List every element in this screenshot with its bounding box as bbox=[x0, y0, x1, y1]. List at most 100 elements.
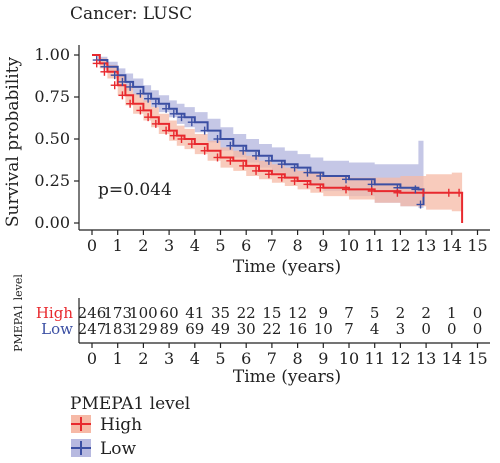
legend-label-low: Low bbox=[100, 439, 137, 459]
censor-mark-low bbox=[277, 160, 286, 169]
risk-count-high: 173 bbox=[103, 304, 132, 322]
risk-count-high: 2 bbox=[421, 304, 431, 322]
censor-mark-high bbox=[213, 153, 222, 162]
censor-mark-high bbox=[144, 113, 153, 122]
risk-table-ylabel: PMEPA1 level bbox=[12, 274, 25, 352]
x-tick-label: 6 bbox=[241, 236, 251, 255]
censor-mark-low bbox=[110, 71, 119, 80]
risk-x-tick-label: 11 bbox=[365, 349, 385, 368]
risk-count-low: 0 bbox=[447, 320, 457, 338]
censor-mark-low bbox=[213, 135, 222, 143]
risk-count-low: 0 bbox=[421, 320, 431, 338]
censor-mark-high bbox=[444, 188, 453, 197]
x-tick-label: 2 bbox=[138, 236, 148, 255]
censor-mark-high bbox=[169, 131, 178, 140]
risk-count-high: 22 bbox=[237, 304, 256, 322]
risk-x-tick-label: 3 bbox=[164, 349, 174, 368]
risk-count-low: 3 bbox=[396, 320, 406, 338]
censor-mark-high bbox=[277, 173, 286, 182]
risk-count-high: 15 bbox=[262, 304, 281, 322]
risk-count-high: 246 bbox=[78, 304, 107, 322]
ci-band-low bbox=[92, 55, 424, 208]
x-tick-label: 15 bbox=[467, 236, 487, 255]
risk-x-tick-label: 14 bbox=[442, 349, 462, 368]
censor-mark-high bbox=[162, 126, 171, 135]
censor-mark-high bbox=[136, 106, 145, 115]
x-tick-label: 13 bbox=[416, 236, 436, 255]
x-tick-label: 9 bbox=[318, 236, 328, 255]
censor-mark-high bbox=[367, 187, 376, 196]
risk-x-axis-label: Time (years) bbox=[233, 367, 341, 387]
censor-mark-low bbox=[126, 82, 135, 91]
censor-mark-high bbox=[118, 91, 127, 100]
risk-x-tick-label: 5 bbox=[215, 349, 225, 368]
risk-count-high: 35 bbox=[211, 304, 230, 322]
censor-mark-high bbox=[419, 188, 428, 197]
censor-mark-high bbox=[239, 161, 248, 170]
risk-count-low: 49 bbox=[211, 320, 230, 338]
censor-mark-high bbox=[226, 156, 235, 165]
censor-mark-high bbox=[110, 81, 119, 90]
censor-mark-high bbox=[100, 67, 109, 76]
risk-count-low: 4 bbox=[370, 320, 380, 338]
censor-mark-high bbox=[126, 99, 135, 108]
censor-mark-low bbox=[316, 171, 325, 180]
censor-mark-low bbox=[187, 118, 196, 127]
risk-count-low: 16 bbox=[288, 320, 307, 338]
p-value: p=0.044 bbox=[98, 180, 172, 200]
risk-count-low: 30 bbox=[237, 320, 256, 338]
censor-mark-low bbox=[416, 200, 425, 209]
risk-count-low: 10 bbox=[314, 320, 333, 338]
risk-count-high: 0 bbox=[473, 304, 483, 322]
risk-x-tick-label: 0 bbox=[87, 349, 97, 368]
risk-count-high: 1 bbox=[447, 304, 457, 322]
risk-count-high: 100 bbox=[129, 304, 158, 322]
censor-mark-high bbox=[342, 185, 350, 194]
survival-plot: 0.000.250.500.751.00 0 1 2 3 4 5 6 7 8 9 10 11 12 13 1… bbox=[3, 45, 490, 277]
risk-x-tick-label: 7 bbox=[267, 349, 277, 368]
censor-mark-low bbox=[151, 99, 160, 108]
risk-count-high: 12 bbox=[288, 304, 307, 322]
x-tick-label: 3 bbox=[164, 236, 174, 255]
censor-mark-low bbox=[264, 156, 273, 165]
censor-mark-low bbox=[252, 151, 261, 160]
y-tick-label: 0.00 bbox=[34, 213, 70, 232]
x-ticks: 0 1 2 3 4 5 6 7 8 9 10 11 12 13 14 15 bbox=[87, 230, 488, 255]
censor-mark-low bbox=[144, 94, 153, 103]
legend-item-high: High bbox=[71, 415, 142, 435]
censor-mark-high bbox=[316, 183, 325, 192]
risk-x-tick-label: 1 bbox=[113, 349, 123, 368]
risk-count-low: 89 bbox=[160, 320, 179, 338]
censor-mark-low bbox=[177, 113, 186, 122]
x-tick-label: 0 bbox=[87, 236, 97, 255]
x-tick-label: 7 bbox=[267, 236, 277, 255]
risk-x-tick-label: 6 bbox=[241, 349, 251, 368]
risk-count-high: 5 bbox=[370, 304, 380, 322]
risk-x-tick-label: 10 bbox=[339, 349, 359, 368]
y-tick-label: 0.75 bbox=[34, 87, 70, 106]
censor-mark-high bbox=[151, 119, 160, 128]
risk-x-tick-label: 15 bbox=[467, 349, 487, 368]
risk-row-label-high: High bbox=[36, 304, 73, 322]
censor-mark-high bbox=[455, 188, 464, 197]
censor-mark-high bbox=[264, 170, 273, 179]
curve-low bbox=[92, 54, 425, 205]
risk-count-high: 7 bbox=[344, 304, 354, 322]
risk-row-label-low: Low bbox=[41, 320, 73, 338]
censor-mark-low bbox=[342, 175, 350, 184]
risk-count-low: 0 bbox=[473, 320, 483, 338]
legend-item-low: Low bbox=[71, 439, 137, 459]
survival-curves bbox=[92, 54, 464, 223]
risk-x-tick-label: 2 bbox=[138, 349, 148, 368]
legend: PMEPA1 level High Low bbox=[70, 394, 190, 459]
risk-count-high: 41 bbox=[185, 304, 204, 322]
censor-mark-low bbox=[136, 89, 145, 98]
censor-mark-high bbox=[177, 135, 186, 143]
y-tick-label: 1.00 bbox=[34, 45, 70, 64]
y-tick-label: 0.25 bbox=[34, 171, 70, 190]
risk-count-low: 247 bbox=[78, 320, 107, 338]
censor-mark-high bbox=[252, 166, 261, 175]
